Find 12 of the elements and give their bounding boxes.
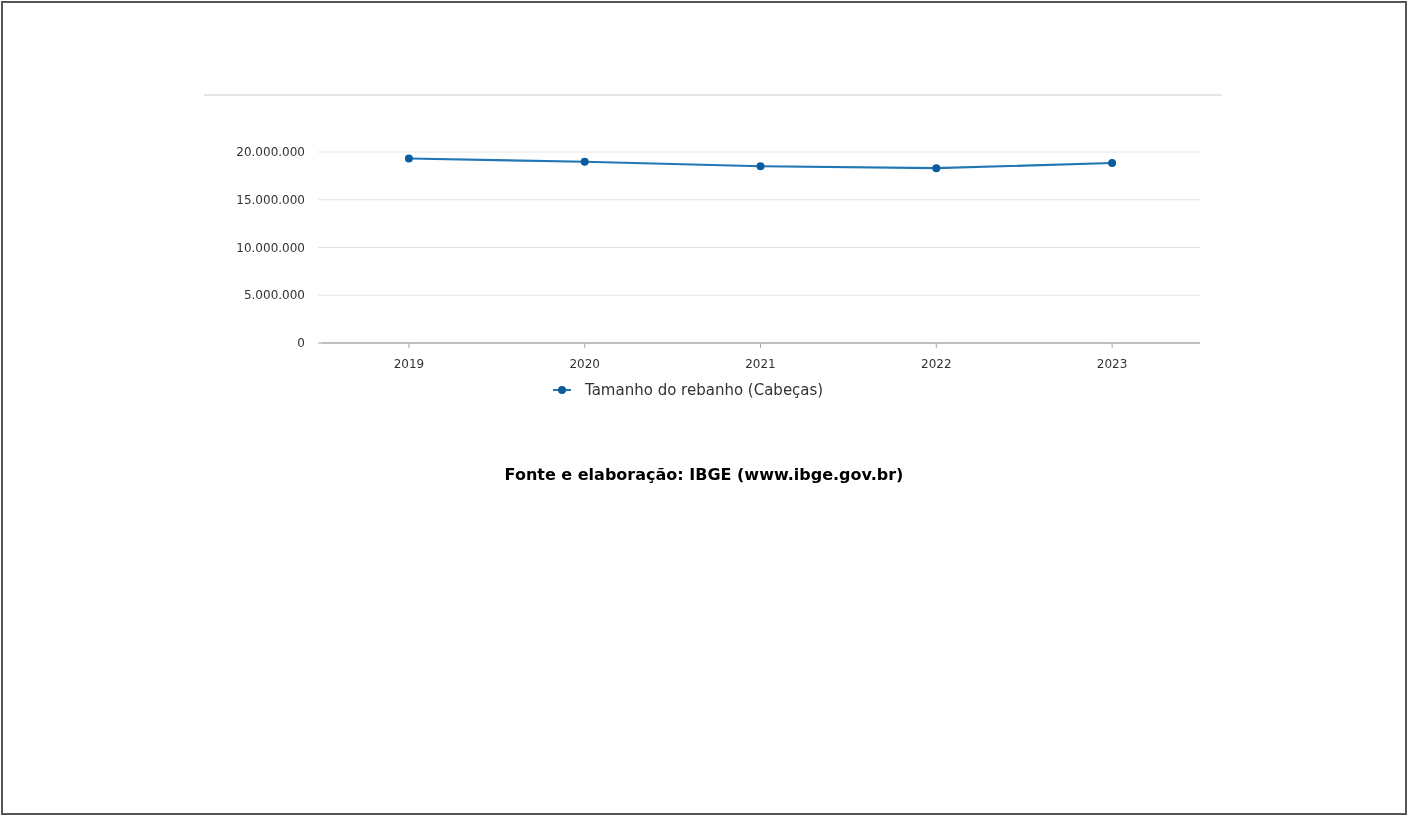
y-tick-label: 15.000.000 bbox=[236, 192, 305, 207]
x-tick-label: 2021 bbox=[745, 357, 776, 371]
y-tick-label: 5.000.000 bbox=[243, 288, 305, 303]
y-tick-label: 20.000.000 bbox=[236, 145, 305, 160]
source-note: Fonte e elaboração: IBGE (www.ibge.gov.br) bbox=[504, 465, 904, 484]
x-tick-label: 2019 bbox=[393, 357, 425, 371]
x-tick-label: 2020 bbox=[569, 357, 600, 371]
y-tick-label: 10.000.000 bbox=[236, 240, 305, 255]
legend-label: Tamanho do rebanho (Cabeças) bbox=[584, 381, 824, 400]
x-tick-label: 2022 bbox=[921, 357, 952, 371]
x-tick-label: 2023 bbox=[1096, 357, 1128, 371]
y-tick-label: 0 bbox=[297, 336, 305, 351]
